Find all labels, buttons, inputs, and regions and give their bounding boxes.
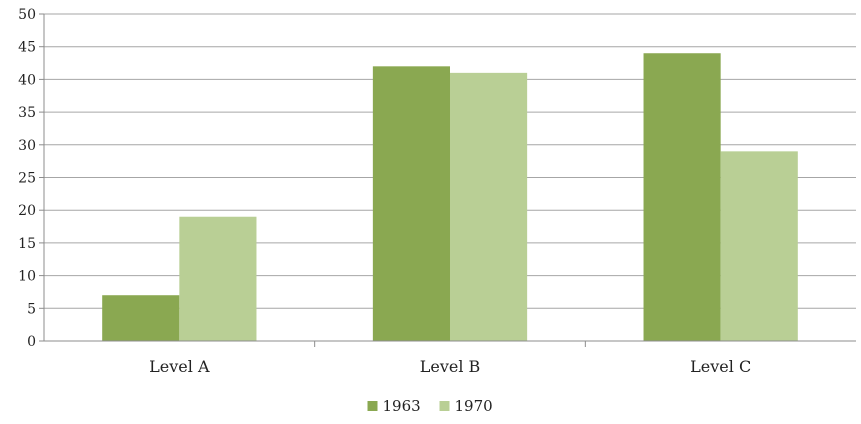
y-tick-label-10: 10: [18, 269, 36, 285]
legend-label-1970: 1970: [455, 397, 493, 415]
y-tick-label-15: 15: [18, 236, 36, 252]
legend-swatch-1963: [367, 401, 378, 411]
bar-level-c-1970: [720, 151, 798, 341]
x-category-label-level-c: Level C: [690, 357, 751, 376]
bar-level-b-1970: [450, 72, 528, 342]
bar-level-b-1963: [372, 66, 450, 341]
y-tick-label-20: 20: [18, 203, 36, 219]
y-tick-label-35: 35: [18, 105, 36, 121]
y-tick-label-50: 50: [18, 7, 36, 23]
legend-label-1963: 1963: [383, 397, 421, 415]
bar-level-a-1970: [179, 216, 257, 341]
bar-level-c-1963: [643, 53, 721, 342]
y-tick-label-30: 30: [18, 138, 36, 154]
x-category-label-level-a: Level A: [149, 357, 210, 376]
y-tick-label-5: 5: [27, 301, 36, 317]
legend-swatch-1970: [439, 401, 450, 411]
bars: [102, 53, 798, 342]
y-tick-label-45: 45: [18, 40, 36, 56]
x-category-label-level-b: Level B: [420, 357, 481, 376]
axes: 0 5 10 15 20 25 30 35 40 45 50 Level A Level B Level …: [18, 7, 856, 376]
legend: 1963 1970: [367, 397, 493, 415]
y-tick-label-40: 40: [18, 72, 36, 88]
y-tick-label-25: 25: [18, 171, 36, 187]
bar-level-a-1963: [102, 295, 180, 341]
y-tick-label-0: 0: [27, 334, 36, 350]
